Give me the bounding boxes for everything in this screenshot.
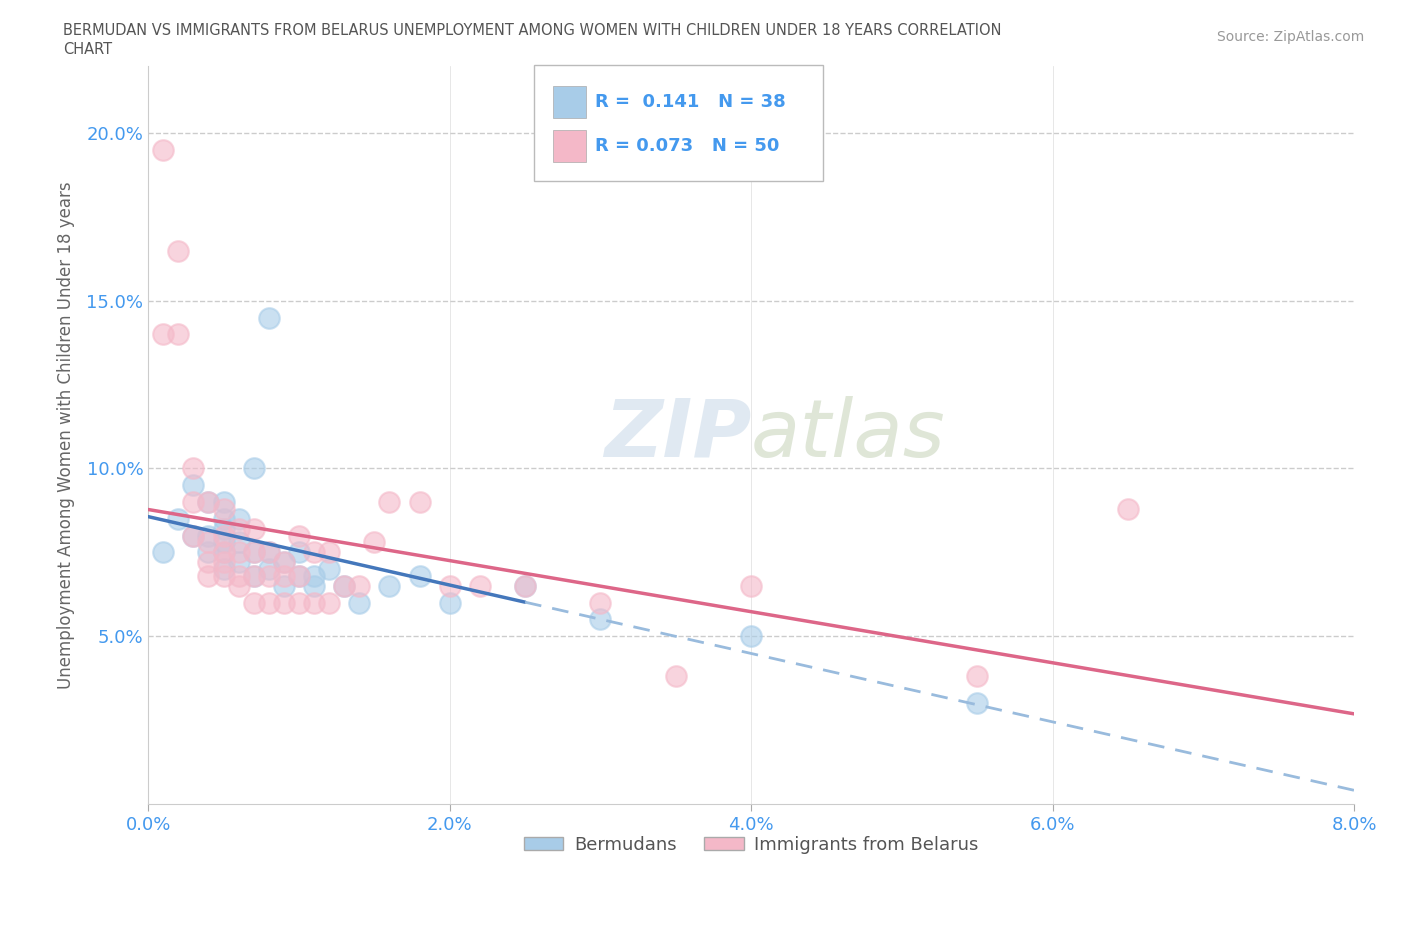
Point — [740, 578, 762, 593]
Point — [212, 568, 235, 583]
Legend: Bermudans, Immigrants from Belarus: Bermudans, Immigrants from Belarus — [516, 829, 986, 861]
Point — [152, 142, 174, 157]
Point — [152, 545, 174, 560]
Point — [363, 535, 385, 550]
Point — [302, 595, 325, 610]
Point — [183, 495, 205, 510]
Point — [212, 495, 235, 510]
Point — [333, 578, 356, 593]
Point — [318, 545, 340, 560]
Point — [197, 545, 219, 560]
Point — [228, 535, 250, 550]
Point — [966, 669, 988, 684]
Point — [589, 612, 612, 627]
Point — [439, 595, 461, 610]
Point — [242, 545, 264, 560]
Point — [408, 568, 430, 583]
Point — [273, 568, 295, 583]
Point — [513, 578, 536, 593]
Point — [228, 545, 250, 560]
Point — [242, 568, 264, 583]
Point — [183, 528, 205, 543]
Point — [665, 669, 688, 684]
Point — [242, 522, 264, 537]
Point — [228, 568, 250, 583]
Text: ZIP: ZIP — [603, 396, 751, 474]
Point — [242, 545, 264, 560]
Point — [167, 243, 190, 258]
Point — [257, 545, 280, 560]
Point — [212, 545, 235, 560]
Point — [197, 495, 219, 510]
Text: R =  0.141   N = 38: R = 0.141 N = 38 — [595, 93, 786, 112]
Point — [228, 555, 250, 570]
Point — [242, 568, 264, 583]
Point — [740, 629, 762, 644]
Point — [212, 512, 235, 526]
Point — [197, 528, 219, 543]
Point — [257, 568, 280, 583]
Point — [152, 327, 174, 342]
Point — [212, 528, 235, 543]
Point — [318, 562, 340, 577]
Point — [197, 568, 219, 583]
Point — [257, 595, 280, 610]
Point — [197, 555, 219, 570]
Point — [302, 578, 325, 593]
Text: atlas: atlas — [751, 396, 946, 474]
Point — [1116, 501, 1139, 516]
Text: Source: ZipAtlas.com: Source: ZipAtlas.com — [1216, 30, 1364, 44]
Point — [347, 595, 370, 610]
Point — [318, 595, 340, 610]
Point — [212, 555, 235, 570]
Point — [212, 535, 235, 550]
Text: R = 0.073   N = 50: R = 0.073 N = 50 — [595, 137, 779, 155]
Y-axis label: Unemployment Among Women with Children Under 18 years: Unemployment Among Women with Children U… — [58, 181, 75, 689]
Point — [408, 495, 430, 510]
Point — [183, 528, 205, 543]
Point — [197, 495, 219, 510]
Point — [257, 545, 280, 560]
Point — [228, 578, 250, 593]
Point — [378, 578, 401, 593]
Point — [273, 555, 295, 570]
Point — [589, 595, 612, 610]
Point — [378, 495, 401, 510]
Point — [183, 478, 205, 493]
Point — [288, 545, 311, 560]
Point — [212, 501, 235, 516]
Point — [212, 545, 235, 560]
Point — [257, 311, 280, 325]
Point — [167, 327, 190, 342]
Point — [242, 595, 264, 610]
Point — [197, 535, 219, 550]
Point — [242, 461, 264, 476]
Point — [273, 578, 295, 593]
Point — [273, 595, 295, 610]
Text: CHART: CHART — [63, 42, 112, 57]
Point — [288, 528, 311, 543]
Point — [228, 512, 250, 526]
Point — [212, 562, 235, 577]
Point — [228, 522, 250, 537]
Point — [347, 578, 370, 593]
Point — [273, 555, 295, 570]
Point — [468, 578, 491, 593]
Point — [333, 578, 356, 593]
Point — [966, 696, 988, 711]
Point — [212, 522, 235, 537]
Point — [257, 562, 280, 577]
Point — [302, 568, 325, 583]
Point — [288, 568, 311, 583]
Text: BERMUDAN VS IMMIGRANTS FROM BELARUS UNEMPLOYMENT AMONG WOMEN WITH CHILDREN UNDER: BERMUDAN VS IMMIGRANTS FROM BELARUS UNEM… — [63, 23, 1001, 38]
Point — [439, 578, 461, 593]
Point — [302, 545, 325, 560]
Point — [288, 568, 311, 583]
Point — [167, 512, 190, 526]
Point — [513, 578, 536, 593]
Point — [288, 595, 311, 610]
Point — [183, 461, 205, 476]
